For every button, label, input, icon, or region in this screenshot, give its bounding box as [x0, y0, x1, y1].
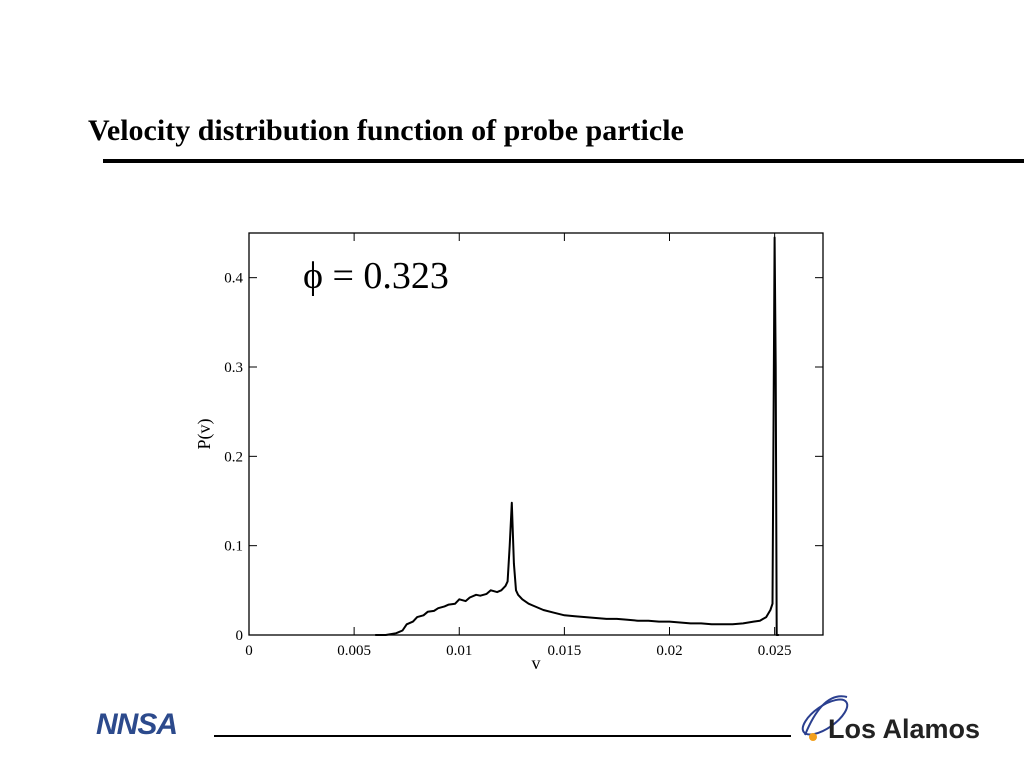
footer-divider	[214, 735, 791, 737]
x-axis-ticks: 0 0.005 0.01 0.015 0.02 0.025	[245, 233, 792, 659]
y-axis-ticks: 0 0.1 0.2 0.3 0.4	[224, 271, 823, 644]
x-axis-label: v	[532, 653, 541, 673]
slide-title: Velocity distribution function of probe …	[88, 114, 684, 147]
y-tick-label: 0.2	[224, 449, 243, 465]
plot-frame	[248, 232, 824, 636]
y-tick-label: 0.3	[224, 360, 243, 376]
nnsa-logo: NNSA	[96, 708, 178, 742]
los-alamos-logo-text: Los Alamos	[828, 714, 981, 744]
y-tick-label: 0.1	[224, 539, 243, 555]
x-tick-label: 0.02	[656, 643, 682, 659]
x-tick-label: 0.01	[446, 643, 472, 659]
y-axis-label: P(v)	[194, 418, 215, 449]
x-tick-label: 0.025	[758, 643, 792, 659]
series-line	[375, 236, 779, 636]
nnsa-logo-text: NNSA	[96, 708, 178, 741]
x-tick-label: 0.005	[337, 643, 371, 659]
title-divider	[103, 159, 1024, 163]
x-tick-label: 0	[245, 643, 253, 659]
los-alamos-atom-icon	[801, 695, 849, 741]
y-tick-label: 0	[236, 628, 244, 644]
phi-annotation: ϕ = 0.323	[303, 255, 449, 297]
y-tick-label: 0.4	[224, 271, 243, 287]
x-tick-label: 0.015	[548, 643, 582, 659]
